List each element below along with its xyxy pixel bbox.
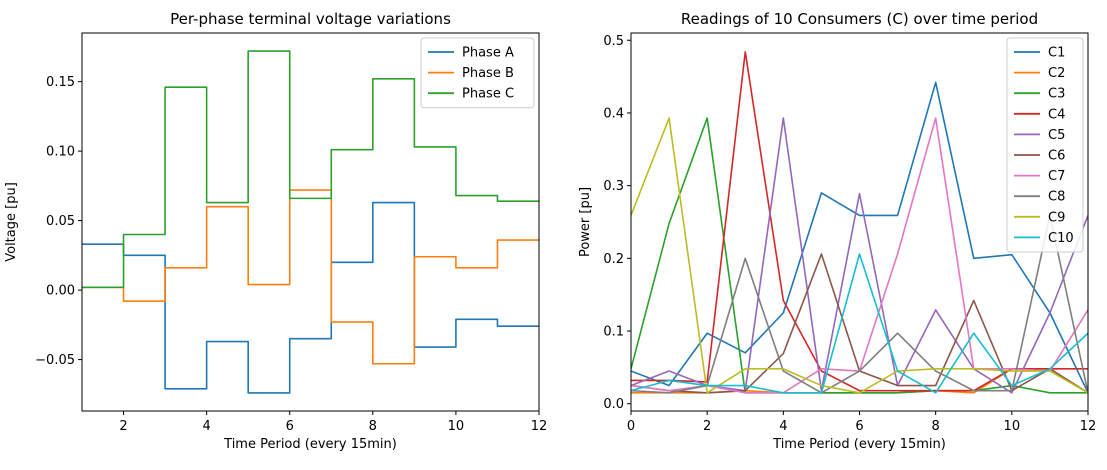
x-tick-label: 0	[627, 419, 635, 434]
x-axis-title: Time Period (every 15min)	[223, 437, 397, 452]
y-tick-label: 0.00	[46, 284, 75, 299]
x-tick-label: 10	[1004, 419, 1021, 434]
legend-label: C7	[1048, 169, 1065, 184]
legend-label: C3	[1048, 87, 1065, 102]
series-line-c10	[631, 253, 1088, 394]
y-tick-label: 0.05	[46, 214, 75, 229]
legend-label: Phase A	[462, 46, 514, 61]
plot-area	[631, 51, 1088, 394]
x-tick-label: 8	[369, 419, 377, 434]
y-tick-label: 0.0	[603, 397, 624, 412]
legend-label: Phase C	[462, 87, 514, 102]
chart-2: 0 2 4 6 8 10 12 0.0 0.1 0.2 0.3 0.4 0.5 Readings of 1…	[578, 10, 1096, 452]
chart-title: Per-phase terminal voltage variations	[170, 10, 451, 28]
chart-1: 2 4 6 8 10 12 −0.05 0.00 0.05 0.10 0.15 Per-phase t…	[4, 10, 547, 452]
series-line-phase-c	[82, 50, 539, 289]
y-tick-label: 0.10	[46, 145, 75, 160]
x-tick-label: 8	[932, 419, 940, 434]
axes-frame	[81, 32, 540, 412]
legend-label: C10	[1048, 231, 1074, 246]
y-axis-title: Power [pu]	[578, 187, 593, 257]
x-tick-label: 4	[202, 419, 210, 434]
series-line-c1	[631, 81, 1088, 394]
legend-label: Phase B	[462, 66, 514, 81]
x-tick-label: 4	[779, 419, 787, 434]
y-tick-label: 0.4	[603, 106, 624, 121]
legend-label: C5	[1048, 128, 1065, 143]
series-line-c6	[631, 253, 1088, 394]
legend-label: C9	[1048, 210, 1065, 225]
x-tick-label: 12	[1080, 419, 1097, 434]
y-tick-label: 0.1	[603, 325, 624, 340]
x-tick-label: 6	[855, 419, 863, 434]
plot-area	[82, 50, 539, 394]
x-tick-label: 2	[119, 419, 127, 434]
x-tick-label: 6	[286, 419, 294, 434]
y-tick-label: 0.15	[46, 75, 75, 90]
legend-box	[420, 37, 535, 109]
legend-box	[1006, 37, 1084, 253]
y-axis-title: Voltage [pu]	[4, 182, 19, 262]
legend-label: C6	[1048, 149, 1065, 164]
x-tick-label: 2	[703, 419, 711, 434]
x-tick-label: 10	[448, 419, 465, 434]
legend-label: C8	[1048, 190, 1065, 205]
chart-title: Readings of 10 Consumers (C) over time p…	[681, 10, 1038, 28]
x-axis-title: Time Period (every 15min)	[772, 437, 946, 452]
y-tick-label: 0.2	[603, 252, 624, 267]
series-line-c9	[631, 117, 1088, 394]
legend-label: C1	[1048, 46, 1065, 61]
y-tick-label: 0.3	[603, 179, 624, 194]
legend-label: C4	[1048, 107, 1065, 122]
legend: Phase A Phase B Phase C	[420, 37, 535, 109]
series-line-phase-b	[82, 189, 539, 365]
legend-label: C2	[1048, 66, 1065, 81]
series-line-phase-a	[82, 201, 539, 394]
legend: C1 C2 C3 C4 C5 C6 C7 C8 C9 C10	[1006, 37, 1084, 253]
y-tick-label: 0.5	[603, 34, 624, 49]
x-tick-label: 12	[531, 419, 548, 434]
y-tick-label: −0.05	[35, 353, 75, 368]
